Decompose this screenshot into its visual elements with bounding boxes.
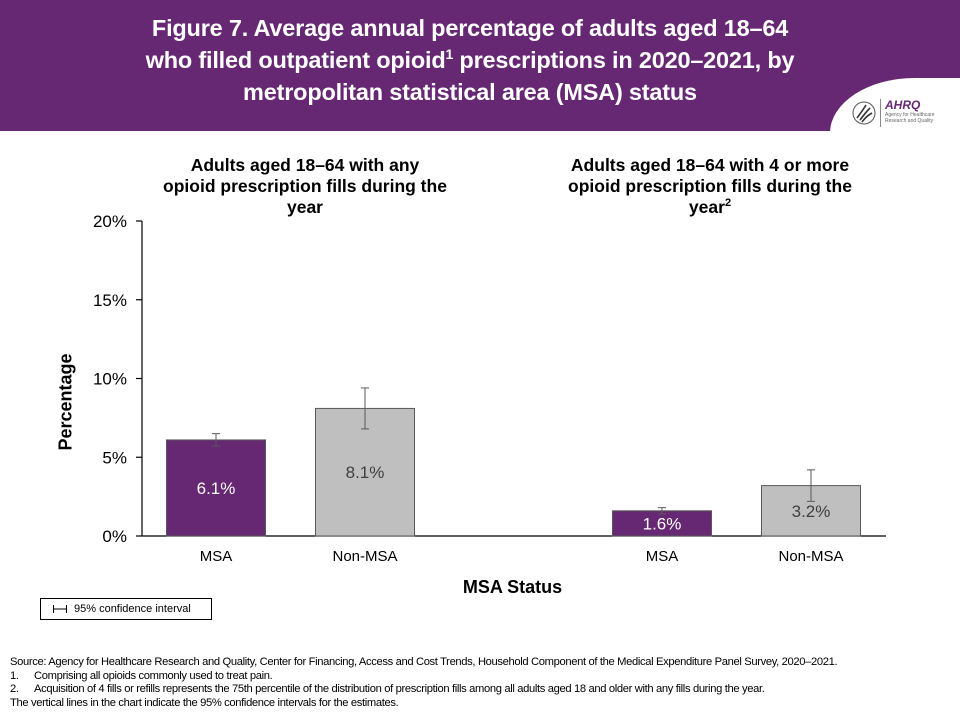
- ci-note: The vertical lines in the chart indicate…: [10, 697, 399, 710]
- panel-2-title-line-3-text: year: [688, 197, 725, 217]
- footnote-ref-1: 1: [445, 46, 454, 63]
- bar-1-msa: [166, 439, 266, 537]
- panel-1-title: Adults aged 18–64 with any opioid prescr…: [140, 155, 470, 218]
- logo-text: AHRQ: [885, 98, 921, 112]
- y-tick-label: 20%: [93, 212, 127, 231]
- title-line-2a: who filled outpatient opioid: [145, 47, 446, 73]
- title-line-3: metropolitan statistical area (MSA) stat…: [243, 79, 697, 105]
- figure-title: Figure 7. Average annual percentage of a…: [100, 12, 840, 108]
- x-tick-label: Non-MSA: [778, 548, 843, 565]
- panel-1-title-line-3: year: [140, 197, 470, 218]
- panel-2-title-line-3: year2: [540, 197, 880, 218]
- footnote-1-text: Comprising all opioids commonly used to …: [34, 669, 273, 682]
- footnote-1-number: 1.: [10, 669, 19, 682]
- panel-1-title-line-2: opioid prescription fills during the: [163, 176, 447, 196]
- legend: 95% confidence interval: [40, 598, 212, 620]
- header-banner: Figure 7. Average annual percentage of a…: [0, 0, 960, 131]
- panel-1-title-line-3-text: year: [286, 197, 323, 217]
- x-tick-label: MSA: [200, 548, 233, 565]
- source-note: Source: Agency for Healthcare Research a…: [10, 656, 838, 668]
- footnote-2-text: Acquisition of 4 fills or refills repres…: [34, 683, 765, 696]
- data-label: 1.6%: [643, 514, 682, 533]
- footnote-2-number: 2.: [10, 683, 19, 696]
- footnotes: Source: Agency for Healthcare Research a…: [10, 656, 960, 711]
- title-line-1: Figure 7. Average annual percentage of a…: [151, 15, 789, 41]
- data-label: 3.2%: [792, 502, 831, 521]
- logo-separator: [880, 99, 881, 127]
- y-tick-label: 0%: [102, 527, 127, 546]
- panel-2-title-line-1: Adults aged 18–64 with 4 or more: [570, 155, 850, 175]
- x-axis-label: MSA Status: [462, 577, 563, 597]
- panel-2-title: Adults aged 18–64 with 4 or more opioid …: [540, 155, 880, 218]
- logo-backdrop: [830, 78, 960, 188]
- legend-label: 95% confidence interval: [74, 603, 191, 615]
- x-tick-label: MSA: [646, 548, 679, 565]
- data-label: 6.1%: [197, 479, 236, 498]
- confidence-interval-icon: [53, 605, 67, 613]
- footnote-2: 2. Acquisition of 4 fills or refills repr…: [10, 683, 960, 697]
- bar-2-msa: [612, 510, 712, 537]
- bar-1-non-msa: [315, 407, 415, 537]
- y-tick-label: 5%: [102, 448, 127, 467]
- title-line-2b: prescriptions in 2020–2021, by: [453, 47, 795, 73]
- hhs-eagle-icon: [852, 101, 876, 125]
- y-tick-label: 10%: [93, 370, 127, 389]
- panel-2-title-line-2: opioid prescription fills during the: [568, 176, 852, 196]
- y-axis-label: Percentage: [55, 353, 76, 451]
- title-line-2: who filled outpatient opioid1 prescripti…: [100, 44, 840, 76]
- y-tick-label: 15%: [93, 291, 127, 310]
- footnote-1: 1. Comprising all opioids commonly used t…: [10, 670, 960, 684]
- logo-subtitle: Agency for Healthcare Research and Quali…: [885, 112, 935, 124]
- data-label: 8.1%: [346, 463, 385, 482]
- panel-2-footnote-ref: 2: [724, 197, 732, 210]
- ahrq-logo: AHRQ Agency for Healthcare Research and …: [848, 96, 958, 130]
- x-tick-label: Non-MSA: [332, 548, 397, 565]
- panel-1-title-line-1: Adults aged 18–64 with any: [190, 155, 420, 175]
